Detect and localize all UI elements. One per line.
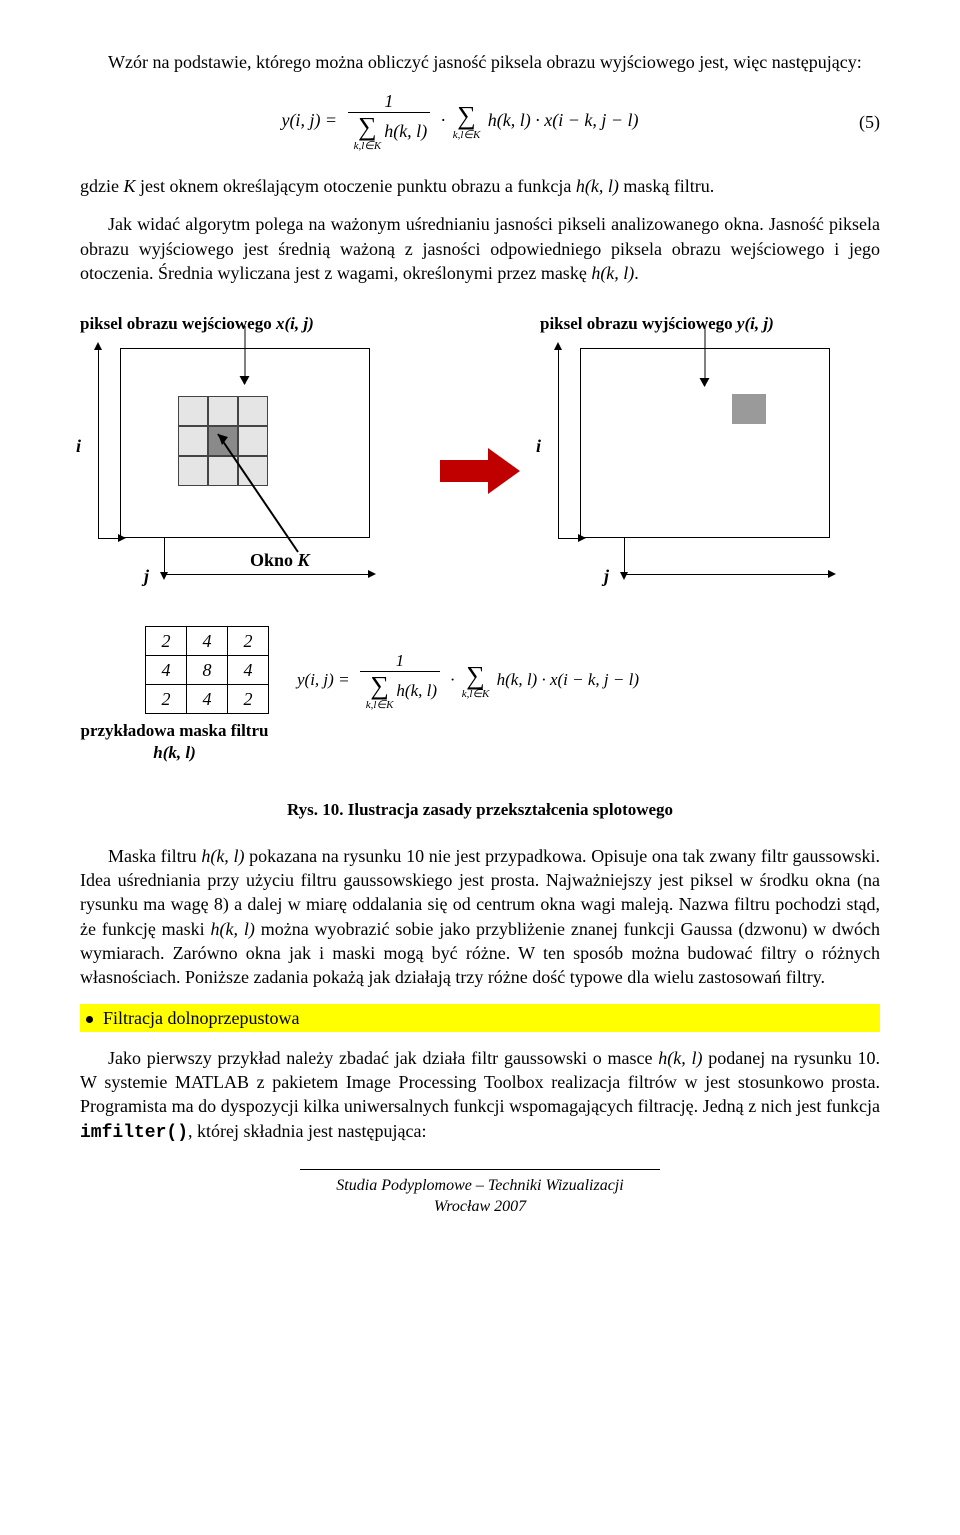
mask-formula: y(i, j) = 1∑k,l∈Kh(k, l) · ∑k,l∈K h(k, l… bbox=[297, 652, 639, 711]
footer-line-1: Studia Podyplomowe – Techniki Wizualizac… bbox=[336, 1177, 623, 1194]
mlb: h(k, l) bbox=[153, 743, 196, 762]
mask-cell: 2 bbox=[228, 685, 269, 714]
grid-cell bbox=[208, 396, 238, 426]
footer: Studia Podyplomowe – Techniki Wizualizac… bbox=[80, 1176, 880, 1218]
p2a: gdzie bbox=[80, 176, 123, 196]
mask-cell: 4 bbox=[228, 656, 269, 685]
intro-text: Wzór na podstawie, którego można obliczy… bbox=[80, 50, 880, 74]
equation-number: (5) bbox=[840, 110, 880, 134]
arrow-into-left bbox=[245, 326, 246, 384]
figure-10: piksel obrazu wejściowego x(i, j) i j bbox=[80, 313, 880, 822]
p2c: maską filtru. bbox=[619, 176, 714, 196]
arrow-into-right bbox=[705, 326, 706, 386]
fltb: x(i, j) bbox=[276, 314, 314, 333]
code-fn: imfilter() bbox=[80, 1123, 188, 1143]
p5a: Jako pierwszy przykład należy zbadać jak… bbox=[108, 1048, 658, 1068]
mla: przykładowa maska filtru bbox=[81, 721, 269, 740]
p3a: Jak widać algorytm polega na ważonym uśr… bbox=[80, 214, 880, 283]
j-axis-tick bbox=[164, 538, 165, 574]
p4h2: h(k, l) bbox=[211, 919, 255, 939]
mask-col: 242 484 242 przykładowa maska filtru h(k… bbox=[80, 626, 269, 763]
mask-cell: 4 bbox=[187, 627, 228, 656]
grid-cell bbox=[178, 396, 208, 426]
j-axis bbox=[164, 574, 370, 575]
footer-divider bbox=[300, 1169, 660, 1170]
i-axis-r bbox=[558, 348, 559, 538]
okno-b: K bbox=[298, 550, 310, 570]
okno-label: Okno K bbox=[250, 548, 590, 572]
section-highlight: Filtracja dolnoprzepustowa bbox=[80, 1004, 880, 1032]
grid-cell bbox=[178, 456, 208, 486]
i-axis-tick-r bbox=[558, 538, 580, 539]
mask-cell: 4 bbox=[146, 656, 187, 685]
mask-cell: 2 bbox=[146, 685, 187, 714]
equation-5-body: y(i, j) = 1∑k,l∈Kh(k, l) · ∑k,l∈K h(k, l… bbox=[80, 92, 840, 152]
p3h: h(k, l) bbox=[591, 263, 634, 283]
p2K: K bbox=[123, 176, 135, 196]
i-axis bbox=[98, 348, 99, 538]
flta: piksel obrazu wejściowego bbox=[80, 314, 276, 333]
output-grid-box: i j bbox=[580, 348, 830, 538]
output-pixel bbox=[732, 394, 766, 424]
grid-cell bbox=[208, 456, 238, 486]
input-grid-box: i j bbox=[120, 348, 370, 538]
okno-a: Okno bbox=[250, 550, 298, 570]
i-axis-tick bbox=[98, 538, 120, 539]
figure-caption: Rys. 10. Ilustracja zasady przekształcen… bbox=[80, 799, 880, 822]
p2h: h(k, l) bbox=[576, 176, 619, 196]
figure-left-title: piksel obrazu wejściowego x(i, j) bbox=[80, 313, 420, 336]
i-label: i bbox=[76, 434, 81, 458]
p4: Maska filtru h(k, l) pokazana na rysunku… bbox=[80, 844, 880, 990]
where-text: gdzie K jest oknem określającym otoczeni… bbox=[80, 174, 880, 198]
mask-table: 242 484 242 bbox=[145, 626, 269, 714]
figure-left: piksel obrazu wejściowego x(i, j) i j bbox=[80, 313, 420, 562]
equation-5: y(i, j) = 1∑k,l∈Kh(k, l) · ∑k,l∈K h(k, l… bbox=[80, 92, 880, 152]
mask-row: 242 484 242 przykładowa maska filtru h(k… bbox=[80, 626, 880, 763]
footer-line-2: Wrocław 2007 bbox=[434, 1198, 526, 1215]
j-axis-tick-r bbox=[624, 538, 625, 574]
mask-cell: 4 bbox=[187, 685, 228, 714]
transform-arrow bbox=[440, 448, 520, 494]
j-label: j bbox=[144, 564, 149, 588]
grid-cell bbox=[238, 396, 268, 426]
section-title: Filtracja dolnoprzepustowa bbox=[103, 1008, 299, 1028]
figure-right-title: piksel obrazu wyjściowego y(i, j) bbox=[540, 313, 880, 336]
p5c: , której składnia jest następująca: bbox=[188, 1121, 426, 1141]
mask-cell: 2 bbox=[146, 627, 187, 656]
frta: piksel obrazu wyjściowego bbox=[540, 314, 737, 333]
grid-cell bbox=[238, 426, 268, 456]
p3b: . bbox=[634, 263, 639, 283]
figure-right: piksel obrazu wyjściowego y(i, j) i j bbox=[540, 313, 880, 538]
grid-cell bbox=[178, 426, 208, 456]
bullet-icon bbox=[86, 1016, 93, 1023]
j-axis-r bbox=[624, 574, 830, 575]
mask-cell: 8 bbox=[187, 656, 228, 685]
p5h: h(k, l) bbox=[658, 1048, 702, 1068]
okno-pointer bbox=[218, 434, 219, 435]
p4h: h(k, l) bbox=[201, 846, 244, 866]
frtb: y(i, j) bbox=[737, 314, 774, 333]
explain-text: Jak widać algorytm polega na ważonym uśr… bbox=[80, 212, 880, 285]
p4a: Maska filtru bbox=[108, 846, 201, 866]
p2b: jest oknem określającym otoczenie punktu… bbox=[136, 176, 576, 196]
p5: Jako pierwszy przykład należy zbadać jak… bbox=[80, 1046, 880, 1145]
j-label-r: j bbox=[604, 564, 609, 588]
mask-label: przykładowa maska filtru h(k, l) bbox=[80, 720, 269, 763]
mask-cell: 2 bbox=[228, 627, 269, 656]
i-label-r: i bbox=[536, 434, 541, 458]
